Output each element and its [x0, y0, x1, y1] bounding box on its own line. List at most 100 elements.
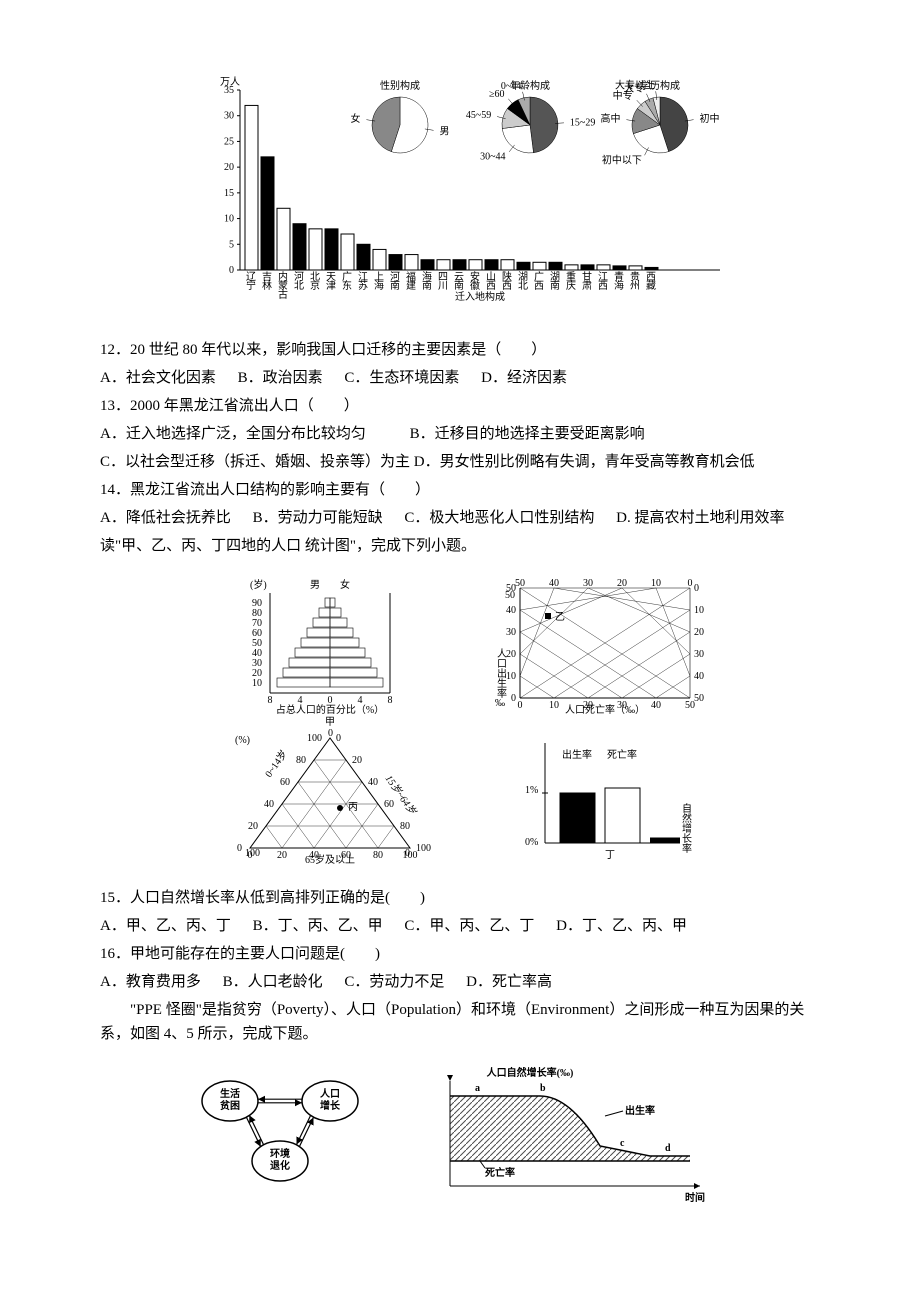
- svg-text:津: 津: [326, 280, 336, 292]
- q16-opt-a: A．教育费用多: [100, 970, 201, 994]
- svg-text:丙: 丙: [348, 802, 358, 813]
- svg-text:南: 南: [422, 279, 432, 292]
- svg-text:0: 0: [518, 700, 523, 711]
- svg-text:(岁): (岁): [250, 578, 267, 591]
- svg-text:京: 京: [310, 279, 320, 292]
- svg-text:20: 20: [694, 627, 704, 638]
- svg-text:20: 20: [617, 578, 627, 589]
- svg-text:100: 100: [416, 843, 431, 854]
- svg-text:女: 女: [350, 112, 360, 125]
- bing-point: [337, 805, 343, 811]
- svg-text:甲: 甲: [325, 717, 335, 728]
- svg-text:40: 40: [506, 605, 516, 616]
- svg-text:20: 20: [277, 850, 287, 861]
- svg-text:南: 南: [550, 279, 560, 292]
- svg-text:自然增长率: 自然增长率: [680, 802, 692, 854]
- svg-text:建: 建: [406, 279, 416, 292]
- svg-text:65岁及以上: 65岁及以上: [305, 853, 355, 866]
- svg-text:初中以下: 初中以下: [602, 154, 642, 167]
- svg-text:30: 30: [506, 627, 516, 638]
- svg-text:25: 25: [224, 136, 234, 147]
- svg-text:80: 80: [296, 755, 306, 766]
- svg-text:10: 10: [252, 678, 262, 689]
- svg-text:出生率: 出生率: [625, 1104, 655, 1117]
- svg-text:西: 西: [486, 281, 496, 292]
- svg-text:30~44: 30~44: [480, 152, 505, 163]
- q15-opt-b: B．丁、丙、乙、甲: [253, 914, 383, 938]
- svg-text:男 女: 男 女: [310, 578, 350, 591]
- svg-text:10: 10: [506, 671, 516, 682]
- svg-text:d: d: [665, 1143, 671, 1154]
- svg-text:海: 海: [614, 279, 624, 292]
- svg-text:北: 北: [518, 280, 528, 292]
- svg-text:50: 50: [694, 693, 704, 704]
- svg-text:宁: 宁: [246, 279, 256, 292]
- svg-text:15: 15: [224, 188, 234, 199]
- intro3: "PPE 怪圈"是指贫穷（Poverty）、人口（Population）和环境（…: [100, 998, 820, 1046]
- svg-text:8: 8: [388, 695, 393, 706]
- svg-text:10: 10: [224, 214, 234, 225]
- q13-text: 13．2000 年黑龙江省流出人口（ ）: [100, 394, 820, 418]
- svg-text:0: 0: [336, 733, 341, 744]
- ding-bar-birth: [560, 793, 595, 843]
- q14-opt-b: B．劳动力可能短缺: [253, 506, 383, 530]
- q15-opts: A．甲、乙、丙、丁 B．丁、丙、乙、甲 C．甲、丙、乙、丁 D．丁、乙、丙、甲: [100, 914, 820, 938]
- svg-text:30: 30: [694, 649, 704, 660]
- svg-text:南: 南: [390, 279, 400, 292]
- fig1-svg: 万人 05101520253035 辽宁吉林内蒙古河北北京天津广东江苏上海河南福…: [180, 70, 740, 320]
- svg-text:20: 20: [224, 162, 234, 173]
- svg-text:20: 20: [248, 821, 258, 832]
- q16-text: 16．甲地可能存在的主要人口问题是( ): [100, 942, 820, 966]
- svg-text:8: 8: [268, 695, 273, 706]
- svg-text:60: 60: [384, 799, 394, 810]
- fig1-caption: 迁入地构成: [455, 290, 505, 303]
- q14-text: 14．黑龙江省流出人口结构的影响主要有（ ）: [100, 478, 820, 502]
- svg-text:人口: 人口: [320, 1087, 340, 1100]
- svg-text:40: 40: [694, 671, 704, 682]
- svg-text:0: 0: [688, 578, 693, 589]
- q13-line1: A．迁入地选择广泛，全国分布比较均匀 B．迁移目的地选择主要受距离影响: [100, 422, 820, 446]
- svg-text:0: 0: [328, 728, 333, 739]
- svg-text:性别构成: 性别构成: [380, 79, 420, 92]
- svg-text:0: 0: [511, 693, 516, 704]
- svg-text:80: 80: [400, 821, 410, 832]
- q16-opt-b: B．人口老龄化: [223, 970, 323, 994]
- svg-text:庆: 庆: [566, 279, 576, 292]
- svg-text:100: 100: [245, 848, 260, 859]
- svg-text:西: 西: [502, 281, 512, 292]
- q14-opt-c: C．极大地恶化人口性别结构: [404, 506, 594, 530]
- figure-1: 万人 05101520253035 辽宁吉林内蒙古河北北京天津广东江苏上海河南福…: [100, 70, 820, 328]
- svg-text:川: 川: [438, 281, 448, 292]
- ding-bar-death: [605, 788, 640, 843]
- q16-opt-d: D．死亡率高: [466, 970, 552, 994]
- svg-text:人口自然增长率(‰): 人口自然增长率(‰): [487, 1066, 574, 1079]
- svg-text:40: 40: [368, 777, 378, 788]
- svg-text:a: a: [475, 1083, 480, 1094]
- q12-text: 12．20 世纪 80 年代以来，影响我国人口迁移的主要因素是（ ）: [100, 338, 820, 362]
- svg-text:1%: 1%: [525, 785, 538, 796]
- svg-text:45~59: 45~59: [466, 110, 491, 121]
- svg-text:苏: 苏: [358, 279, 368, 292]
- svg-text:35: 35: [224, 85, 234, 96]
- figure-2: (岁) 男 女 908070605040302010 84048 占总人口的百分…: [100, 568, 820, 876]
- svg-text:50: 50: [505, 590, 515, 601]
- svg-text:15~29: 15~29: [570, 117, 595, 128]
- svg-text:北: 北: [294, 280, 304, 292]
- svg-text:退化: 退化: [270, 1159, 290, 1172]
- svg-text:州: 州: [630, 280, 640, 292]
- q16-opt-c: C．劳动力不足: [344, 970, 444, 994]
- q14-opt-d: D. 提高农村土地利用效率: [616, 506, 784, 530]
- svg-text:20: 20: [352, 755, 362, 766]
- svg-text:0: 0: [229, 265, 234, 276]
- q12-opt-d: D．经济因素: [481, 366, 567, 390]
- svg-text:100: 100: [307, 733, 322, 744]
- q13-opt-d: D．男女性别比例略有失调，青年受高等教育机会低: [414, 454, 755, 470]
- svg-text:乙: 乙: [555, 611, 565, 623]
- svg-text:丁: 丁: [605, 850, 615, 861]
- svg-text:0: 0: [237, 843, 242, 854]
- svg-text:贫困: 贫困: [220, 1099, 240, 1112]
- q13-line2: C．以社会型迁移（拆迁、婚姻、投亲等）为主 D．男女性别比例略有失调，青年受高等…: [100, 450, 820, 474]
- q13-opt-b: B．迁移目的地选择主要受距离影响: [410, 426, 645, 442]
- svg-text:10: 10: [694, 605, 704, 616]
- svg-text:50: 50: [515, 578, 525, 589]
